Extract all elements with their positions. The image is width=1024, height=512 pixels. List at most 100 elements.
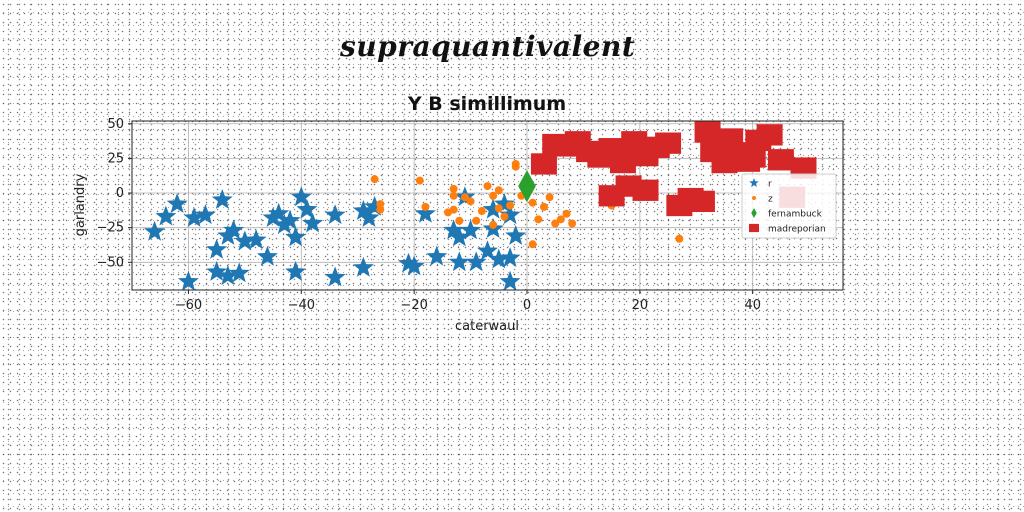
data-point-star [324, 266, 346, 287]
data-point-square [767, 149, 794, 171]
legend-marker-diamond [751, 208, 757, 218]
legend-label: r [768, 180, 772, 190]
data-point-star [358, 207, 380, 227]
data-point-square [756, 124, 783, 146]
y-tick-label: −25 [97, 221, 124, 236]
data-point-circle [449, 184, 458, 193]
x-tick-label: −60 [175, 298, 202, 313]
data-point-circle [539, 202, 548, 211]
axis-ticks: −60 −40 −20 0 20 40 −50 −25 0 25 50 [97, 117, 761, 313]
data-point-star [460, 219, 481, 240]
data-point-star [364, 195, 386, 216]
data-point-star [505, 225, 527, 245]
data-point-circle [460, 193, 469, 202]
data-point-square [655, 132, 682, 154]
data-point-diamond [518, 170, 536, 203]
data-point-star [465, 251, 487, 272]
data-point-circle [455, 216, 464, 225]
data-point-circle [489, 220, 498, 229]
data-point-circle [556, 215, 565, 224]
data-point-circle [370, 175, 379, 184]
data-point-star [448, 251, 470, 272]
data-point-star [482, 198, 504, 219]
legend-label: fernambuck [768, 210, 823, 220]
data-point-star [285, 226, 307, 247]
data-point-circle [545, 193, 554, 202]
data-point-circle [483, 182, 492, 191]
data-point-square [688, 190, 715, 213]
data-point-circle [551, 219, 560, 228]
data-point-star [403, 255, 425, 276]
data-point-star [166, 193, 188, 213]
data-points [144, 121, 817, 291]
data-point-circle [500, 212, 509, 221]
legend-marker-circle [752, 196, 756, 200]
plot-frame [131, 120, 844, 291]
data-point-circle [511, 159, 520, 168]
data-point-square [717, 128, 744, 150]
data-point-star [302, 212, 323, 233]
data-point-star [448, 226, 470, 247]
data-point-circle [568, 219, 577, 228]
data-point-circle [506, 201, 515, 210]
data-point-square [694, 121, 721, 143]
data-point-star [285, 261, 307, 281]
data-point-star [178, 270, 199, 291]
data-point-star [494, 193, 515, 213]
data-point-star [279, 209, 301, 230]
data-point-star [296, 198, 318, 219]
data-point-star [499, 247, 521, 267]
data-point-star [155, 205, 177, 226]
data-point-circle [376, 205, 385, 214]
data-point-circle [449, 191, 458, 200]
x-tick-label: 0 [523, 298, 531, 313]
y-tick-label: 0 [116, 186, 124, 201]
data-point-star [206, 261, 228, 281]
x-axis-label: caterwaul [455, 319, 519, 334]
data-point-square [609, 151, 636, 174]
figure-suptitle: supraquantivalent [340, 30, 636, 63]
data-point-square [530, 153, 557, 175]
data-point-star [398, 252, 419, 273]
data-point-circle [528, 240, 537, 249]
data-point-star [257, 245, 278, 266]
data-point-star [183, 207, 205, 227]
data-point-star [352, 200, 374, 220]
data-point-circle [528, 198, 537, 207]
data-point-star [245, 229, 267, 249]
chart-title: Y B simillimum [407, 93, 566, 115]
data-point-star [415, 202, 436, 223]
data-point-square [632, 179, 659, 201]
legend-box [741, 173, 837, 239]
legend-label: madreporian [768, 225, 826, 235]
data-point-circle [534, 215, 543, 224]
data-point-star [499, 204, 521, 225]
legend-marker-star [749, 178, 759, 187]
chart-legend: rz fernambuck madreporian [741, 173, 837, 239]
data-point-circle [562, 209, 571, 218]
data-point-star [426, 245, 448, 266]
data-point-circle [489, 191, 498, 200]
legend-label: z [768, 195, 773, 205]
data-point-circle [421, 202, 430, 211]
data-point-star [217, 225, 239, 245]
x-tick-label: 20 [632, 298, 649, 313]
y-tick-label: −50 [97, 255, 124, 270]
data-point-star [228, 262, 250, 283]
data-point-star [488, 248, 510, 269]
data-point-star [206, 238, 228, 259]
y-axis-label: garlandry [73, 173, 88, 236]
y-tick-label: 25 [107, 151, 124, 166]
x-tick-label: 40 [744, 298, 761, 313]
x-tick-label: −20 [400, 298, 427, 313]
data-point-star [352, 256, 374, 277]
data-point-star [273, 213, 295, 234]
y-tick-label: 50 [107, 117, 124, 132]
data-point-circle [415, 176, 424, 185]
data-point-circle [494, 204, 503, 213]
data-point-circle [494, 186, 503, 195]
data-point-circle [466, 197, 475, 206]
data-point-star [324, 204, 346, 225]
data-point-circle [472, 216, 481, 225]
